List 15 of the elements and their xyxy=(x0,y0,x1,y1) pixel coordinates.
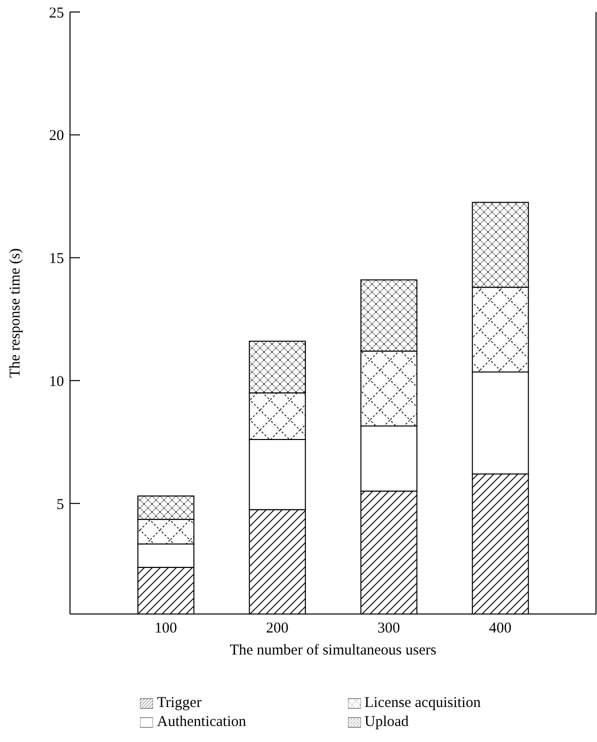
x-tick-label: 100 xyxy=(154,620,177,637)
legend-label: Trigger xyxy=(157,695,202,711)
x-tick-label: 200 xyxy=(266,620,288,637)
legend-label: License acquisition xyxy=(364,695,481,711)
legend-label: Upload xyxy=(364,714,409,730)
x-tick-label: 300 xyxy=(378,620,400,637)
y-tick-label: 15 xyxy=(49,251,64,268)
y-tick-label: 20 xyxy=(49,128,64,144)
x-tick-label: 400 xyxy=(489,620,512,637)
legend-label: Authentication xyxy=(157,714,246,730)
y-tick-label: 10 xyxy=(49,374,64,390)
y-tick-label: 25 xyxy=(49,5,64,22)
x-axis-title: The number of simultaneous users xyxy=(230,642,436,659)
y-axis-title: The response time (s) xyxy=(7,248,24,378)
y-tick-label: 5 xyxy=(56,496,64,513)
